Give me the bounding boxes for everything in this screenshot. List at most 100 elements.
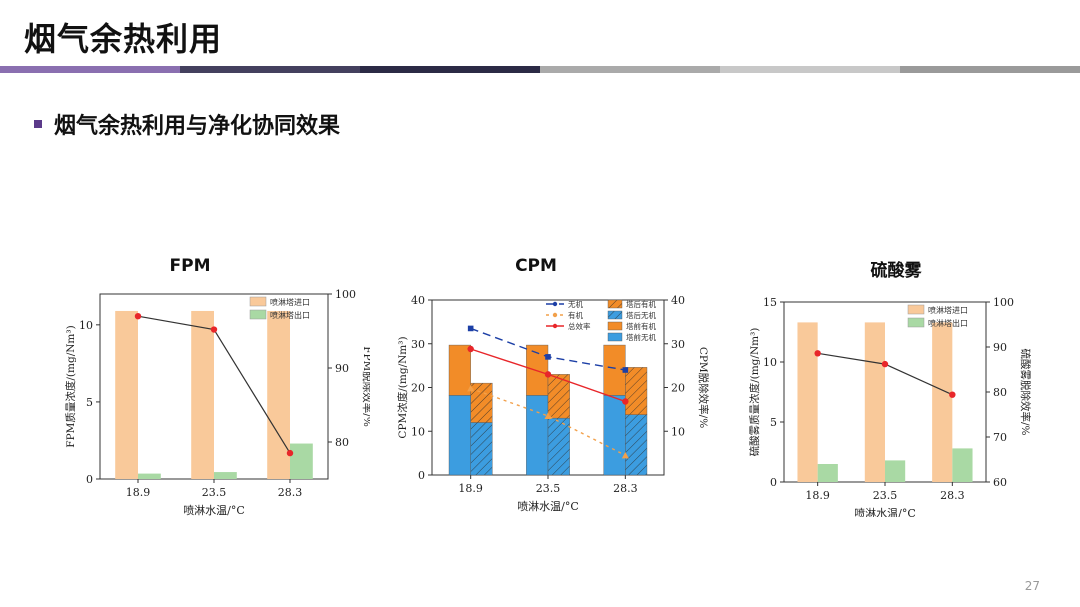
bullet-text: 烟气余热利用与净化协同效果 [54,114,341,139]
y-tick-label: 5 [770,416,777,429]
chart-title-cpm: CPM [515,256,557,276]
bar [267,310,290,479]
title-band [0,66,1080,73]
bar [214,472,237,479]
y2-tick-label: 90 [335,362,349,375]
efficiency-point [134,313,142,320]
bar [138,473,161,479]
efficiency-point [622,367,629,373]
y-axis-label: 硫酸雾质量浓度/(mg/Nm³) [748,328,761,457]
legend-marker [552,323,558,329]
x-tick-label: 18.9 [805,489,830,502]
legend-label: 喷淋塔进口 [928,305,968,315]
stacked-bar [625,414,648,476]
stacked-bar [470,382,493,423]
bar [115,310,138,479]
legend-swatch [249,296,267,307]
y2-tick-label: 30 [671,338,685,351]
legend-swatch [907,317,925,328]
slide-title: 烟气余热利用 [24,20,223,58]
bar [885,460,906,482]
chart-fpm: 0 5 10 80 90 100 18.9 23.5 28.3 喷淋水温/°C FPM质量浓度/(m… [64,288,370,517]
y2-axis-label: 硫酸雾脱除效率/% [1019,348,1032,435]
y2-tick-label: 60 [993,476,1007,489]
chart-title-sulfuric-mist: 硫酸雾 [870,261,922,281]
y-axis-label: CPM浓度/(mg/Nm³) [396,336,409,438]
stacked-bar [625,367,648,415]
x-axis-label: 喷淋水温/°C [517,500,579,513]
band-segment [720,66,900,73]
bar [797,322,818,482]
stacked-bar [448,395,471,476]
efficiency-point [210,326,218,333]
efficiency-point [467,345,474,353]
band-segment [900,66,1080,73]
legend-label: 喷淋塔进口 [270,297,310,307]
x-tick-label: 28.3 [613,482,638,495]
chart-cpm: 0 10 20 30 40 10 20 30 40 18.9 23.5 28.3 喷淋水温/°C CPM浓… [396,294,710,513]
x-tick-label: 23.5 [873,489,898,502]
efficiency-point [286,449,294,457]
x-tick-label: 23.5 [202,486,227,499]
y2-axis-label: FPM脱除效率/% [361,346,370,427]
legend-label: 喷淋塔出口 [270,310,310,320]
legend-label: 总效率 [568,321,591,331]
bar [290,443,313,479]
stacked-bar [526,395,549,476]
legend-label: 有机 [568,310,583,320]
y-tick-label: 30 [411,338,425,351]
y-tick-label: 40 [411,294,425,307]
legend-swatch [607,332,623,342]
y-tick-label: 5 [86,396,93,409]
y2-tick-label: 90 [993,341,1007,354]
y2-tick-label: 80 [335,436,349,449]
band-segment [360,66,540,73]
band-segment [0,66,180,73]
y2-axis-label: CPM脱除效率/% [697,347,710,428]
legend-swatch [607,310,623,320]
y-tick-label: 0 [86,473,93,486]
x-axis-label: 喷淋水温/°C [854,507,916,517]
band-segment [540,66,720,73]
bar [191,310,214,479]
stacked-bar [603,395,626,476]
y-axis-label: FPM质量浓度/(mg/Nm³) [64,325,77,447]
bullet-square-icon [34,120,42,128]
x-tick-label: 23.5 [536,482,561,495]
x-tick-label: 18.9 [458,482,483,495]
stacked-bar [448,344,471,396]
y-tick-label: 0 [418,469,425,482]
y-tick-label: 0 [770,476,777,489]
legend-label: 喷淋塔出口 [928,318,968,328]
y-tick-label: 15 [763,296,777,309]
page-number: 27 [1024,579,1040,593]
x-tick-label: 28.3 [940,489,965,502]
efficiency-point [544,412,552,419]
legend-swatch [907,304,925,315]
y2-tick-label: 20 [671,382,685,395]
efficiency-point [544,371,552,378]
legend-swatch [607,321,623,331]
y-tick-label: 20 [411,382,425,395]
x-tick-label: 28.3 [278,486,303,499]
efficiency-point [467,384,475,392]
y2-tick-label: 100 [335,288,356,301]
bar [817,464,838,482]
band-segment [180,66,360,73]
efficiency-point [814,350,821,357]
bullet-heading: 烟气余热利用与净化协同效果 [34,108,340,140]
legend-swatch [607,299,623,309]
legend-label: 塔后无机 [626,310,656,320]
chart-sulfuric-mist: 0 5 10 15 60 70 80 90 100 18.9 23.5 28.3 喷淋水温/°C 硫酸雾质… [748,296,1032,517]
y2-tick-label: 40 [671,294,685,307]
y2-tick-label: 80 [993,386,1007,399]
x-tick-label: 18.9 [126,486,151,499]
x-axis-label: 喷淋水温/°C [183,504,245,517]
efficiency-point [622,398,629,405]
bar [864,322,885,482]
y2-tick-label: 70 [993,431,1007,444]
stacked-bar [547,417,570,476]
bar [932,322,953,482]
y2-tick-label: 100 [993,296,1014,309]
legend-label: 无机 [568,299,583,309]
